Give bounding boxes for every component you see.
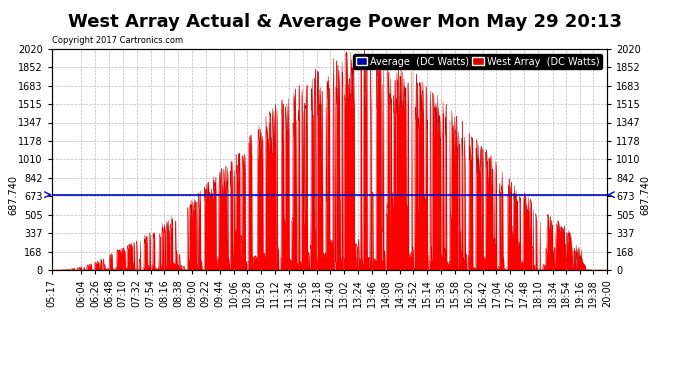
Text: West Array Actual & Average Power Mon May 29 20:13: West Array Actual & Average Power Mon Ma… — [68, 13, 622, 31]
Text: Copyright 2017 Cartronics.com: Copyright 2017 Cartronics.com — [52, 36, 183, 45]
Text: 687.740: 687.740 — [640, 175, 650, 214]
Text: 687.740: 687.740 — [9, 175, 19, 214]
Legend: Average  (DC Watts), West Array  (DC Watts): Average (DC Watts), West Array (DC Watts… — [353, 54, 602, 69]
